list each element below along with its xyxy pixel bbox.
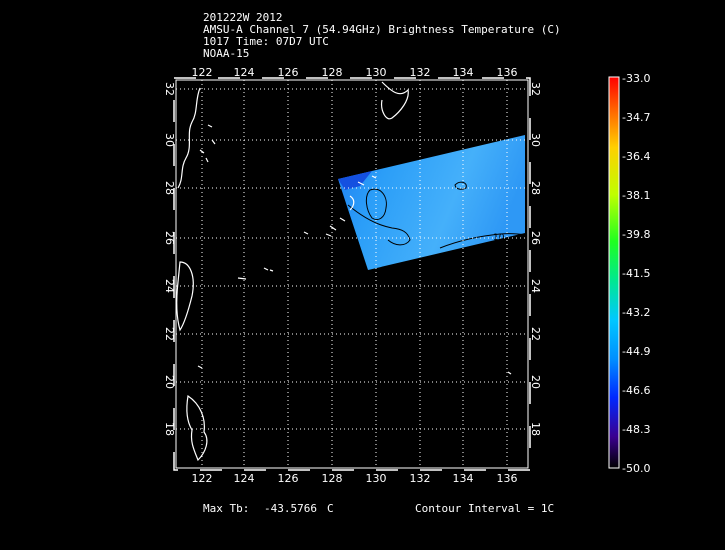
lat-tick-label: 18 xyxy=(163,422,176,436)
lon-tick-label: 132 xyxy=(410,472,431,485)
lon-tick-label: 126 xyxy=(278,66,299,79)
lat-tick-label: 22 xyxy=(163,327,176,341)
lat-tick-label: 20 xyxy=(529,375,542,389)
lon-tick-label: 128 xyxy=(322,66,343,79)
satellite-swath xyxy=(338,135,525,270)
colorbar xyxy=(608,76,620,469)
max-tb-value: -43.5766 xyxy=(264,502,317,515)
lat-tick-label: 18 xyxy=(529,422,542,436)
lat-tick-label: 32 xyxy=(529,82,542,96)
colorbar-label: -39.8 xyxy=(622,228,650,241)
lon-tick-label: 122 xyxy=(192,472,213,485)
contour-line xyxy=(439,233,526,249)
lon-tick-label: 130 xyxy=(366,472,387,485)
coastline-small-east xyxy=(507,371,512,375)
lon-labels-bottom: 122 124 126 128 130 132 134 136 xyxy=(192,472,518,485)
coastline-islands-south xyxy=(197,231,309,369)
max-tb-unit: C xyxy=(327,502,334,515)
lat-tick-label: 24 xyxy=(163,279,176,293)
colorbar-label: -34.7 xyxy=(622,111,650,124)
lon-tick-label: 132 xyxy=(410,66,431,79)
lat-labels-left: 18 20 22 24 26 28 30 32 xyxy=(163,82,176,436)
lat-tick-label: 20 xyxy=(163,375,176,389)
contour-interval: Contour Interval = 1C xyxy=(415,502,555,515)
contour-line xyxy=(347,204,411,246)
lat-gridlines xyxy=(176,88,528,430)
coastline-luzon xyxy=(186,394,208,462)
lat-tick-label: 22 xyxy=(529,327,542,341)
contour-line xyxy=(365,188,387,221)
colorbar-labels: -33.0 -34.7 -36.4 -38.1 -39.8 -41.5 -43.… xyxy=(622,72,650,475)
colorbar-label: -50.0 xyxy=(622,462,650,475)
colorbar-label: -36.4 xyxy=(622,150,650,163)
lon-tick-label: 124 xyxy=(234,66,255,79)
map-frame xyxy=(175,79,529,469)
title-line-1: 201222W 2012 xyxy=(203,11,283,24)
colorbar-label: -44.9 xyxy=(622,345,650,358)
lon-tick-label: 128 xyxy=(322,472,343,485)
colorbar-label: -33.0 xyxy=(622,72,650,85)
coastline-china xyxy=(177,87,201,189)
colorbar-label: -46.6 xyxy=(622,384,650,397)
lat-tick-label: 28 xyxy=(529,181,542,195)
title-line-2: AMSU-A Channel 7 (54.94GHz) Brightness T… xyxy=(203,23,561,36)
coastline-korea-islands xyxy=(199,124,216,163)
lat-tick-label: 32 xyxy=(163,82,176,96)
coastline-kyushu xyxy=(381,81,409,120)
lon-tick-label: 122 xyxy=(192,66,213,79)
lon-tick-label: 124 xyxy=(234,472,255,485)
colorbar-label: -41.5 xyxy=(622,267,650,280)
lon-tick-label: 136 xyxy=(497,66,518,79)
swath-dark-patch xyxy=(338,171,372,190)
contour-label: 10 xyxy=(493,233,505,243)
colorbar-label: -48.3 xyxy=(622,423,650,436)
title-line-4: NOAA-15 xyxy=(203,47,250,60)
lon-tick-label: 126 xyxy=(278,472,299,485)
lon-tick-label: 134 xyxy=(453,66,474,79)
lat-tick-label: 26 xyxy=(163,231,176,245)
lon-gridlines xyxy=(201,80,508,468)
coastline-taiwan xyxy=(176,261,194,332)
max-tb-label: Max Tb: xyxy=(203,502,250,515)
lon-labels-top: 122 124 126 128 130 132 134 136 xyxy=(192,66,518,79)
map-frame-outer xyxy=(173,77,531,471)
lat-labels-right: 18 20 22 24 26 28 30 32 xyxy=(529,82,542,436)
lat-tick-label: 28 xyxy=(163,181,176,195)
lat-tick-label: 24 xyxy=(529,279,542,293)
lon-tick-label: 136 xyxy=(497,472,518,485)
lat-tick-label: 26 xyxy=(529,231,542,245)
lat-tick-label: 30 xyxy=(529,133,542,147)
coastlines xyxy=(176,81,512,462)
title-line-3: 1017 Time: 07D7 UTC xyxy=(203,35,329,48)
lon-tick-label: 130 xyxy=(366,66,387,79)
lat-tick-label: 30 xyxy=(163,133,176,147)
lon-tick-label: 134 xyxy=(453,472,474,485)
colorbar-label: -38.1 xyxy=(622,189,650,202)
contour-line xyxy=(454,181,467,190)
coastline-ryukyu xyxy=(325,175,377,237)
colorbar-label: -43.2 xyxy=(622,306,650,319)
